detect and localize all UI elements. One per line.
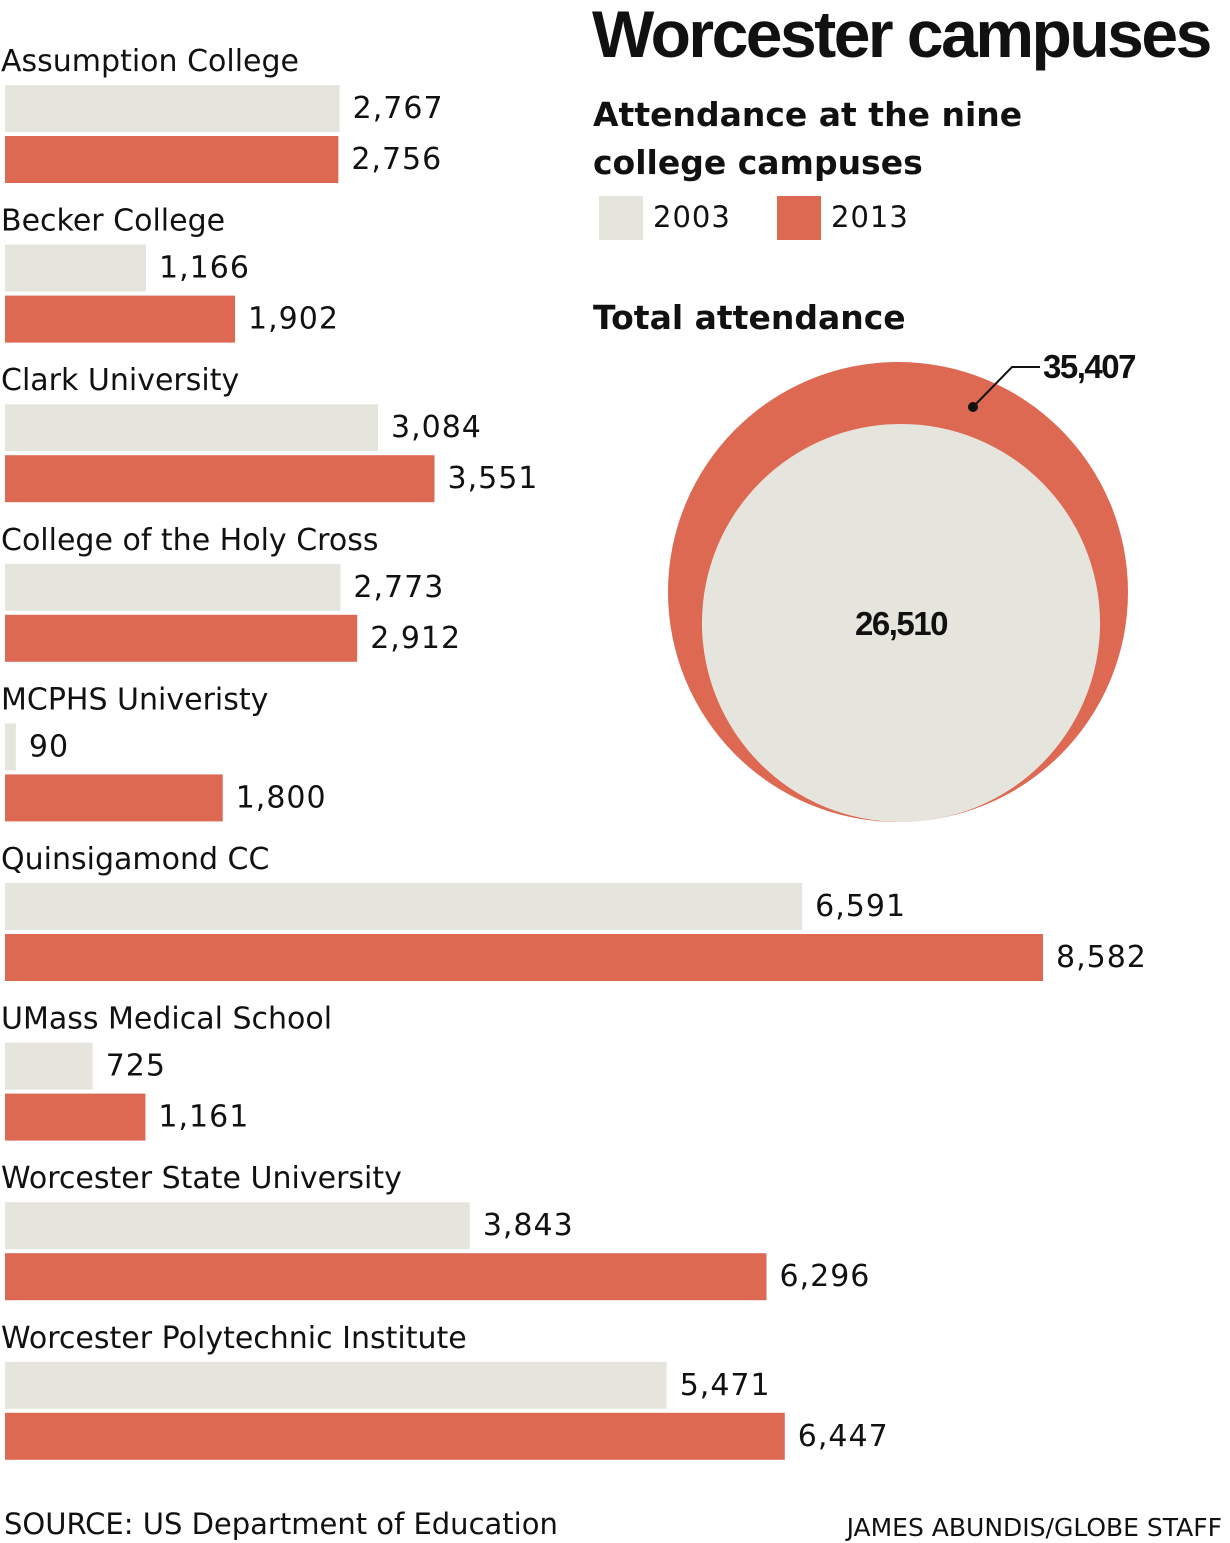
callout-line bbox=[972, 366, 1040, 408]
bar-2013 bbox=[5, 774, 223, 822]
value-label-2003: 5,471 bbox=[680, 1368, 771, 1403]
bar-2013 bbox=[5, 1093, 146, 1141]
bubble-label-2003: 26,510 bbox=[855, 605, 947, 642]
value-label-2013: 2,912 bbox=[370, 621, 461, 656]
bubble-2003 bbox=[701, 423, 1101, 822]
legend-swatch-2013 bbox=[777, 196, 821, 240]
bar-2013 bbox=[5, 1412, 785, 1460]
bar-2013 bbox=[5, 455, 435, 503]
bar-2003 bbox=[5, 1361, 667, 1409]
category-label: MCPHS Univeristy bbox=[1, 682, 268, 717]
value-label-2003: 90 bbox=[29, 729, 69, 764]
legend-swatch-2003 bbox=[599, 196, 643, 240]
bar-2013 bbox=[5, 1253, 767, 1301]
bar-2013 bbox=[5, 934, 1043, 981]
bar-2003 bbox=[5, 563, 341, 611]
legend-label-2003: 2003 bbox=[653, 200, 731, 234]
category-label: Worcester Polytechnic Institute bbox=[1, 1321, 467, 1356]
source-note: SOURCE: US Department of Education bbox=[4, 1507, 558, 1541]
bar-2003 bbox=[5, 1042, 93, 1090]
category-label: Clark University bbox=[1, 363, 239, 398]
bar-2003 bbox=[5, 404, 379, 452]
chart-subtitle: Attendance at the nine college campuses bbox=[593, 95, 1023, 182]
category-label: Assumption College bbox=[1, 44, 299, 79]
bar-2013 bbox=[5, 136, 339, 183]
value-label-2013: 6,447 bbox=[798, 1419, 889, 1454]
value-label-2003: 2,767 bbox=[353, 91, 444, 126]
category-label: Becker College bbox=[1, 204, 225, 239]
bar-2003 bbox=[5, 723, 16, 771]
value-label-2013: 6,296 bbox=[780, 1259, 871, 1294]
category-label: Worcester State University bbox=[1, 1161, 402, 1196]
category-label: UMass Medical School bbox=[1, 1002, 332, 1037]
credit-note: JAMES ABUNDIS/GLOBE STAFF bbox=[846, 1513, 1222, 1542]
value-label-2003: 2,773 bbox=[353, 570, 444, 605]
value-label-2013: 8,582 bbox=[1056, 940, 1147, 975]
value-label-2013: 1,161 bbox=[158, 1100, 249, 1135]
value-label-2003: 1,166 bbox=[159, 251, 250, 286]
chart-title: Worcester campuses bbox=[592, 0, 1212, 71]
value-label-2013: 3,551 bbox=[447, 461, 538, 496]
bar-2003 bbox=[5, 244, 147, 292]
legend-label-2013: 2013 bbox=[831, 200, 909, 234]
value-label-2003: 3,084 bbox=[391, 410, 482, 445]
value-label-2003: 725 bbox=[106, 1049, 166, 1084]
value-label-2003: 3,843 bbox=[483, 1208, 574, 1243]
total-attendance-heading: Total attendance bbox=[593, 298, 906, 337]
value-label-2003: 6,591 bbox=[815, 889, 906, 924]
bubble-label-2013: 35,407 bbox=[1043, 348, 1135, 385]
category-label: Quinsigamond CC bbox=[1, 842, 269, 877]
bar-2003 bbox=[5, 1202, 470, 1250]
value-label-2013: 2,756 bbox=[351, 142, 442, 177]
bar-2013 bbox=[5, 295, 236, 343]
bar-2003 bbox=[5, 883, 803, 930]
bar-2003 bbox=[5, 85, 340, 132]
value-label-2013: 1,800 bbox=[236, 780, 327, 815]
category-label: College of the Holy Cross bbox=[1, 523, 378, 558]
value-label-2013: 1,902 bbox=[248, 302, 339, 337]
bar-2013 bbox=[5, 614, 358, 662]
